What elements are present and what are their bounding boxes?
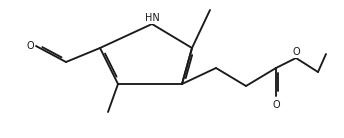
Text: HN: HN — [144, 13, 159, 23]
Text: O: O — [292, 47, 300, 57]
Text: O: O — [26, 41, 34, 51]
Text: O: O — [272, 100, 280, 110]
